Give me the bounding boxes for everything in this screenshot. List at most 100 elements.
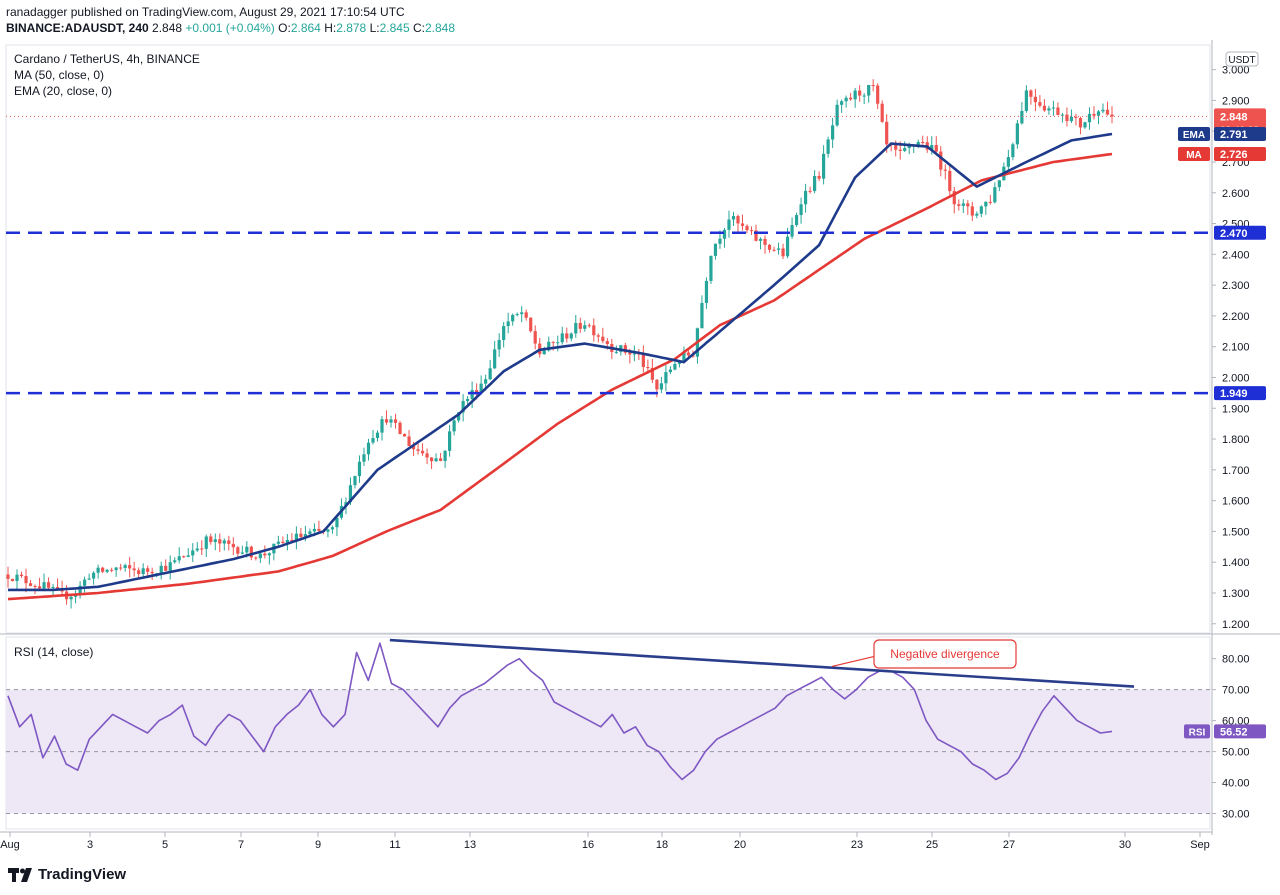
candle-body <box>28 583 33 586</box>
price-tick-label: 1.800 <box>1222 434 1250 446</box>
time-tick-label: 23 <box>851 839 863 851</box>
candle <box>1087 107 1092 130</box>
currency-badge <box>1225 51 1259 67</box>
candle-body <box>317 528 321 531</box>
candle-body <box>1087 113 1092 123</box>
candle <box>299 527 303 539</box>
candle <box>799 197 803 224</box>
candle <box>281 536 285 546</box>
candle <box>209 533 213 545</box>
candle-body <box>831 125 835 140</box>
candle-body <box>213 539 217 543</box>
candle-body <box>646 367 650 369</box>
candle-body <box>73 595 78 597</box>
ma-legend[interactable]: MA (50, close, 0) <box>14 68 105 82</box>
candle-body <box>803 190 808 205</box>
candle-body <box>916 142 920 146</box>
candle <box>592 318 596 342</box>
time-tick-label: 3 <box>87 839 93 851</box>
candle <box>506 312 510 334</box>
candle-body <box>781 248 785 257</box>
candle <box>1096 109 1101 125</box>
candle-body <box>736 216 740 224</box>
candle-body <box>1074 116 1078 118</box>
candle-body <box>281 541 285 543</box>
candle-body <box>137 570 141 575</box>
candle-body <box>1020 110 1024 124</box>
currency-badge-label: USDT <box>1228 55 1255 66</box>
candle-body <box>204 536 208 549</box>
candle-body <box>763 238 767 245</box>
candle <box>515 312 519 317</box>
close-value: 2.848 <box>424 21 455 35</box>
candle-body <box>939 151 943 170</box>
candle-body <box>380 419 384 433</box>
candle <box>781 243 785 260</box>
candle <box>479 375 483 394</box>
candle <box>844 95 848 108</box>
candle <box>46 577 51 590</box>
candle <box>263 545 267 559</box>
ema-legend[interactable]: EMA (20, close, 0) <box>14 84 113 98</box>
rsi-line <box>7 642 1113 781</box>
level-low-label: 1.949 <box>1220 388 1248 400</box>
candle-body <box>970 206 974 216</box>
candle-body <box>227 540 231 544</box>
candle-body <box>119 567 123 569</box>
candle-body <box>141 568 145 575</box>
price-tick-label: 2.300 <box>1222 280 1250 292</box>
candle <box>695 327 700 364</box>
candle-body <box>578 322 582 329</box>
candle <box>993 182 997 204</box>
candle <box>141 563 145 577</box>
last-price: 2.848 <box>152 21 183 35</box>
candle <box>1029 89 1033 105</box>
candle <box>353 475 357 489</box>
candle-body <box>713 243 718 256</box>
candle-body <box>393 419 398 423</box>
candle-body <box>1065 114 1069 122</box>
candle <box>222 538 226 551</box>
candle-body <box>533 331 537 344</box>
candle <box>448 424 452 457</box>
candle <box>231 537 235 556</box>
candle <box>236 545 240 557</box>
candle <box>601 327 605 344</box>
candle <box>389 415 393 428</box>
price-tick-label: 2.000 <box>1222 372 1250 384</box>
candle-body <box>524 312 528 318</box>
candle-body <box>362 454 366 462</box>
candle-body <box>497 340 501 350</box>
rsi-tick-label: 30.00 <box>1222 809 1250 821</box>
candle-body <box>943 169 947 171</box>
candle <box>1038 95 1042 108</box>
candle-body <box>92 572 96 579</box>
candle <box>637 348 641 361</box>
price-pane <box>5 44 1211 634</box>
price-tick-label: 1.400 <box>1222 557 1250 569</box>
candle <box>736 214 740 233</box>
candle-body <box>150 571 154 574</box>
candle-body <box>475 390 479 393</box>
candle-body <box>254 557 258 559</box>
candle <box>961 199 965 213</box>
candle <box>655 379 659 398</box>
candle <box>1065 107 1069 127</box>
candle-body <box>209 536 213 543</box>
candle-body <box>1078 117 1083 128</box>
rsi-legend[interactable]: RSI (14, close) <box>14 645 94 659</box>
candle-body <box>249 546 253 558</box>
candle-body <box>565 333 569 339</box>
candle <box>87 573 91 581</box>
candle <box>1105 101 1110 116</box>
candle <box>840 99 844 113</box>
candle-body <box>493 349 497 369</box>
candle-body <box>83 579 87 586</box>
candle-body <box>659 383 663 390</box>
candle <box>1078 116 1083 135</box>
candle-body <box>55 587 60 589</box>
low-label: L: <box>369 21 380 35</box>
candle <box>294 526 298 550</box>
candle-body <box>195 548 199 551</box>
